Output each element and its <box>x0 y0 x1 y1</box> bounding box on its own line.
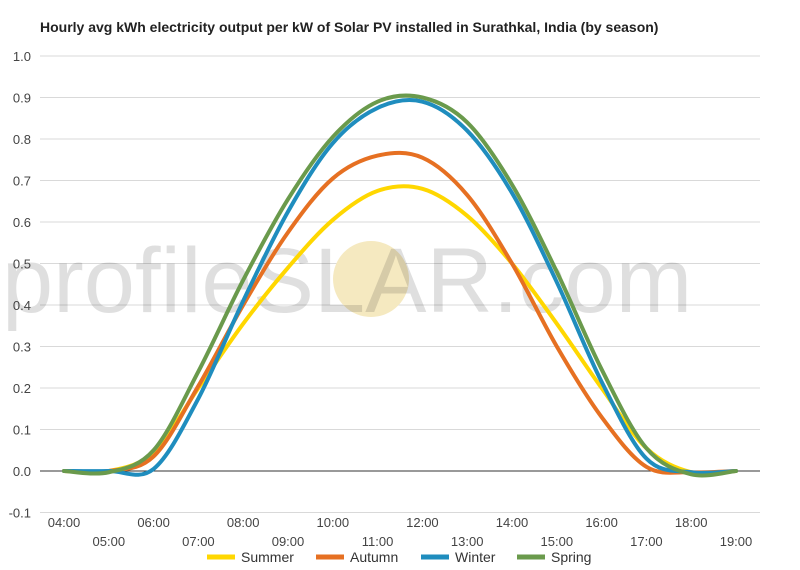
y-tick-label: 1.0 <box>13 49 31 64</box>
y-tick-label: 0.2 <box>13 381 31 396</box>
x-tick-label: 07:00 <box>182 534 215 549</box>
x-tick-label: 06:00 <box>137 515 170 530</box>
x-tick-label: 09:00 <box>272 534 305 549</box>
legend-label-autumn: Autumn <box>350 549 398 565</box>
x-tick-label: 08:00 <box>227 515 260 530</box>
x-tick-label: 19:00 <box>720 534 753 549</box>
y-tick-label: 0.7 <box>13 174 31 189</box>
legend-label-winter: Winter <box>455 549 496 565</box>
x-tick-label: 12:00 <box>406 515 439 530</box>
x-tick-label: 16:00 <box>585 515 618 530</box>
x-tick-label: 04:00 <box>48 515 81 530</box>
axes: -0.1 0.0 0.1 0.2 0.3 0.4 0.5 0.6 0.7 0.8 0.9 1.0 04:… <box>9 49 760 549</box>
legend-label-summer: Summer <box>241 549 294 565</box>
x-tick-label: 10:00 <box>317 515 350 530</box>
x-tick-label: 17:00 <box>630 534 663 549</box>
watermark: profileSLAR.com <box>2 230 692 332</box>
x-tick-label: 14:00 <box>496 515 529 530</box>
watermark-text: profileSLAR.com <box>2 230 692 332</box>
legend-label-spring: Spring <box>551 549 591 565</box>
legend: Summer Autumn Winter Spring <box>207 549 591 565</box>
watermark-text-left: profile <box>2 230 253 332</box>
x-tick-label: 15:00 <box>541 534 574 549</box>
y-tick-label: 0.9 <box>13 91 31 106</box>
y-tick-label: -0.1 <box>9 506 31 521</box>
y-tick-label: 0.5 <box>13 257 31 272</box>
series-line-autumn <box>62 150 738 475</box>
y-tick-label: 0.1 <box>13 423 31 438</box>
x-tick-label: 18:00 <box>675 515 708 530</box>
y-tick-label: 0.4 <box>13 298 31 313</box>
x-tick-label: 13:00 <box>451 534 484 549</box>
y-tick-label: 0.0 <box>13 464 31 479</box>
chart-title: Hourly avg kWh electricity output per kW… <box>40 19 659 35</box>
y-tick-label: 0.8 <box>13 132 31 147</box>
x-tick-label: 11:00 <box>362 534 394 549</box>
y-tick-label: 0.3 <box>13 340 31 355</box>
x-tick-label: 05:00 <box>93 534 126 549</box>
series-lines <box>62 93 738 478</box>
series-line-spring <box>62 93 738 478</box>
y-tick-label: 0.6 <box>13 215 31 230</box>
watermark-sun-logo <box>333 241 409 317</box>
series-line-winter <box>62 98 738 477</box>
